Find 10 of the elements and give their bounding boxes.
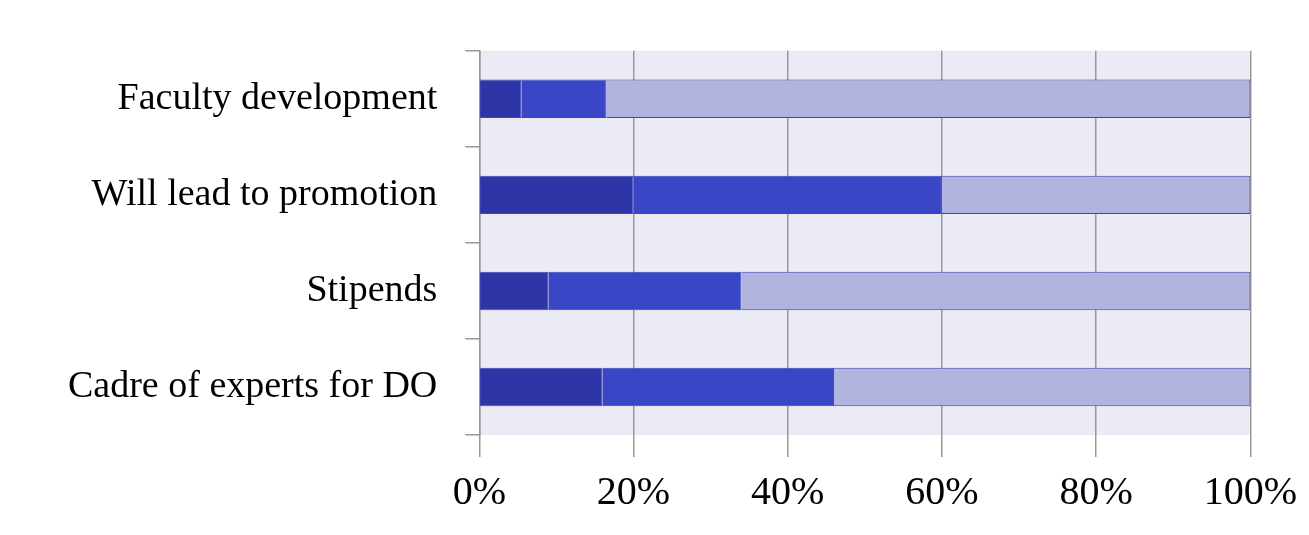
x-tick-label: 60% [905,467,979,513]
x-tick-label: 0% [452,467,506,513]
x-tick-label: 80% [1059,467,1133,513]
y-tick-label: Faculty development [117,74,438,117]
x-tick-label: 40% [751,467,825,513]
x-tick-label: 100% [1203,467,1297,513]
y-tick-label: Cadre of experts for DO [68,362,438,405]
x-tick-label: 20% [596,467,671,513]
y-tick-label: Stipends [306,266,438,309]
y-tick-label: Will lead to promotion [91,170,438,213]
